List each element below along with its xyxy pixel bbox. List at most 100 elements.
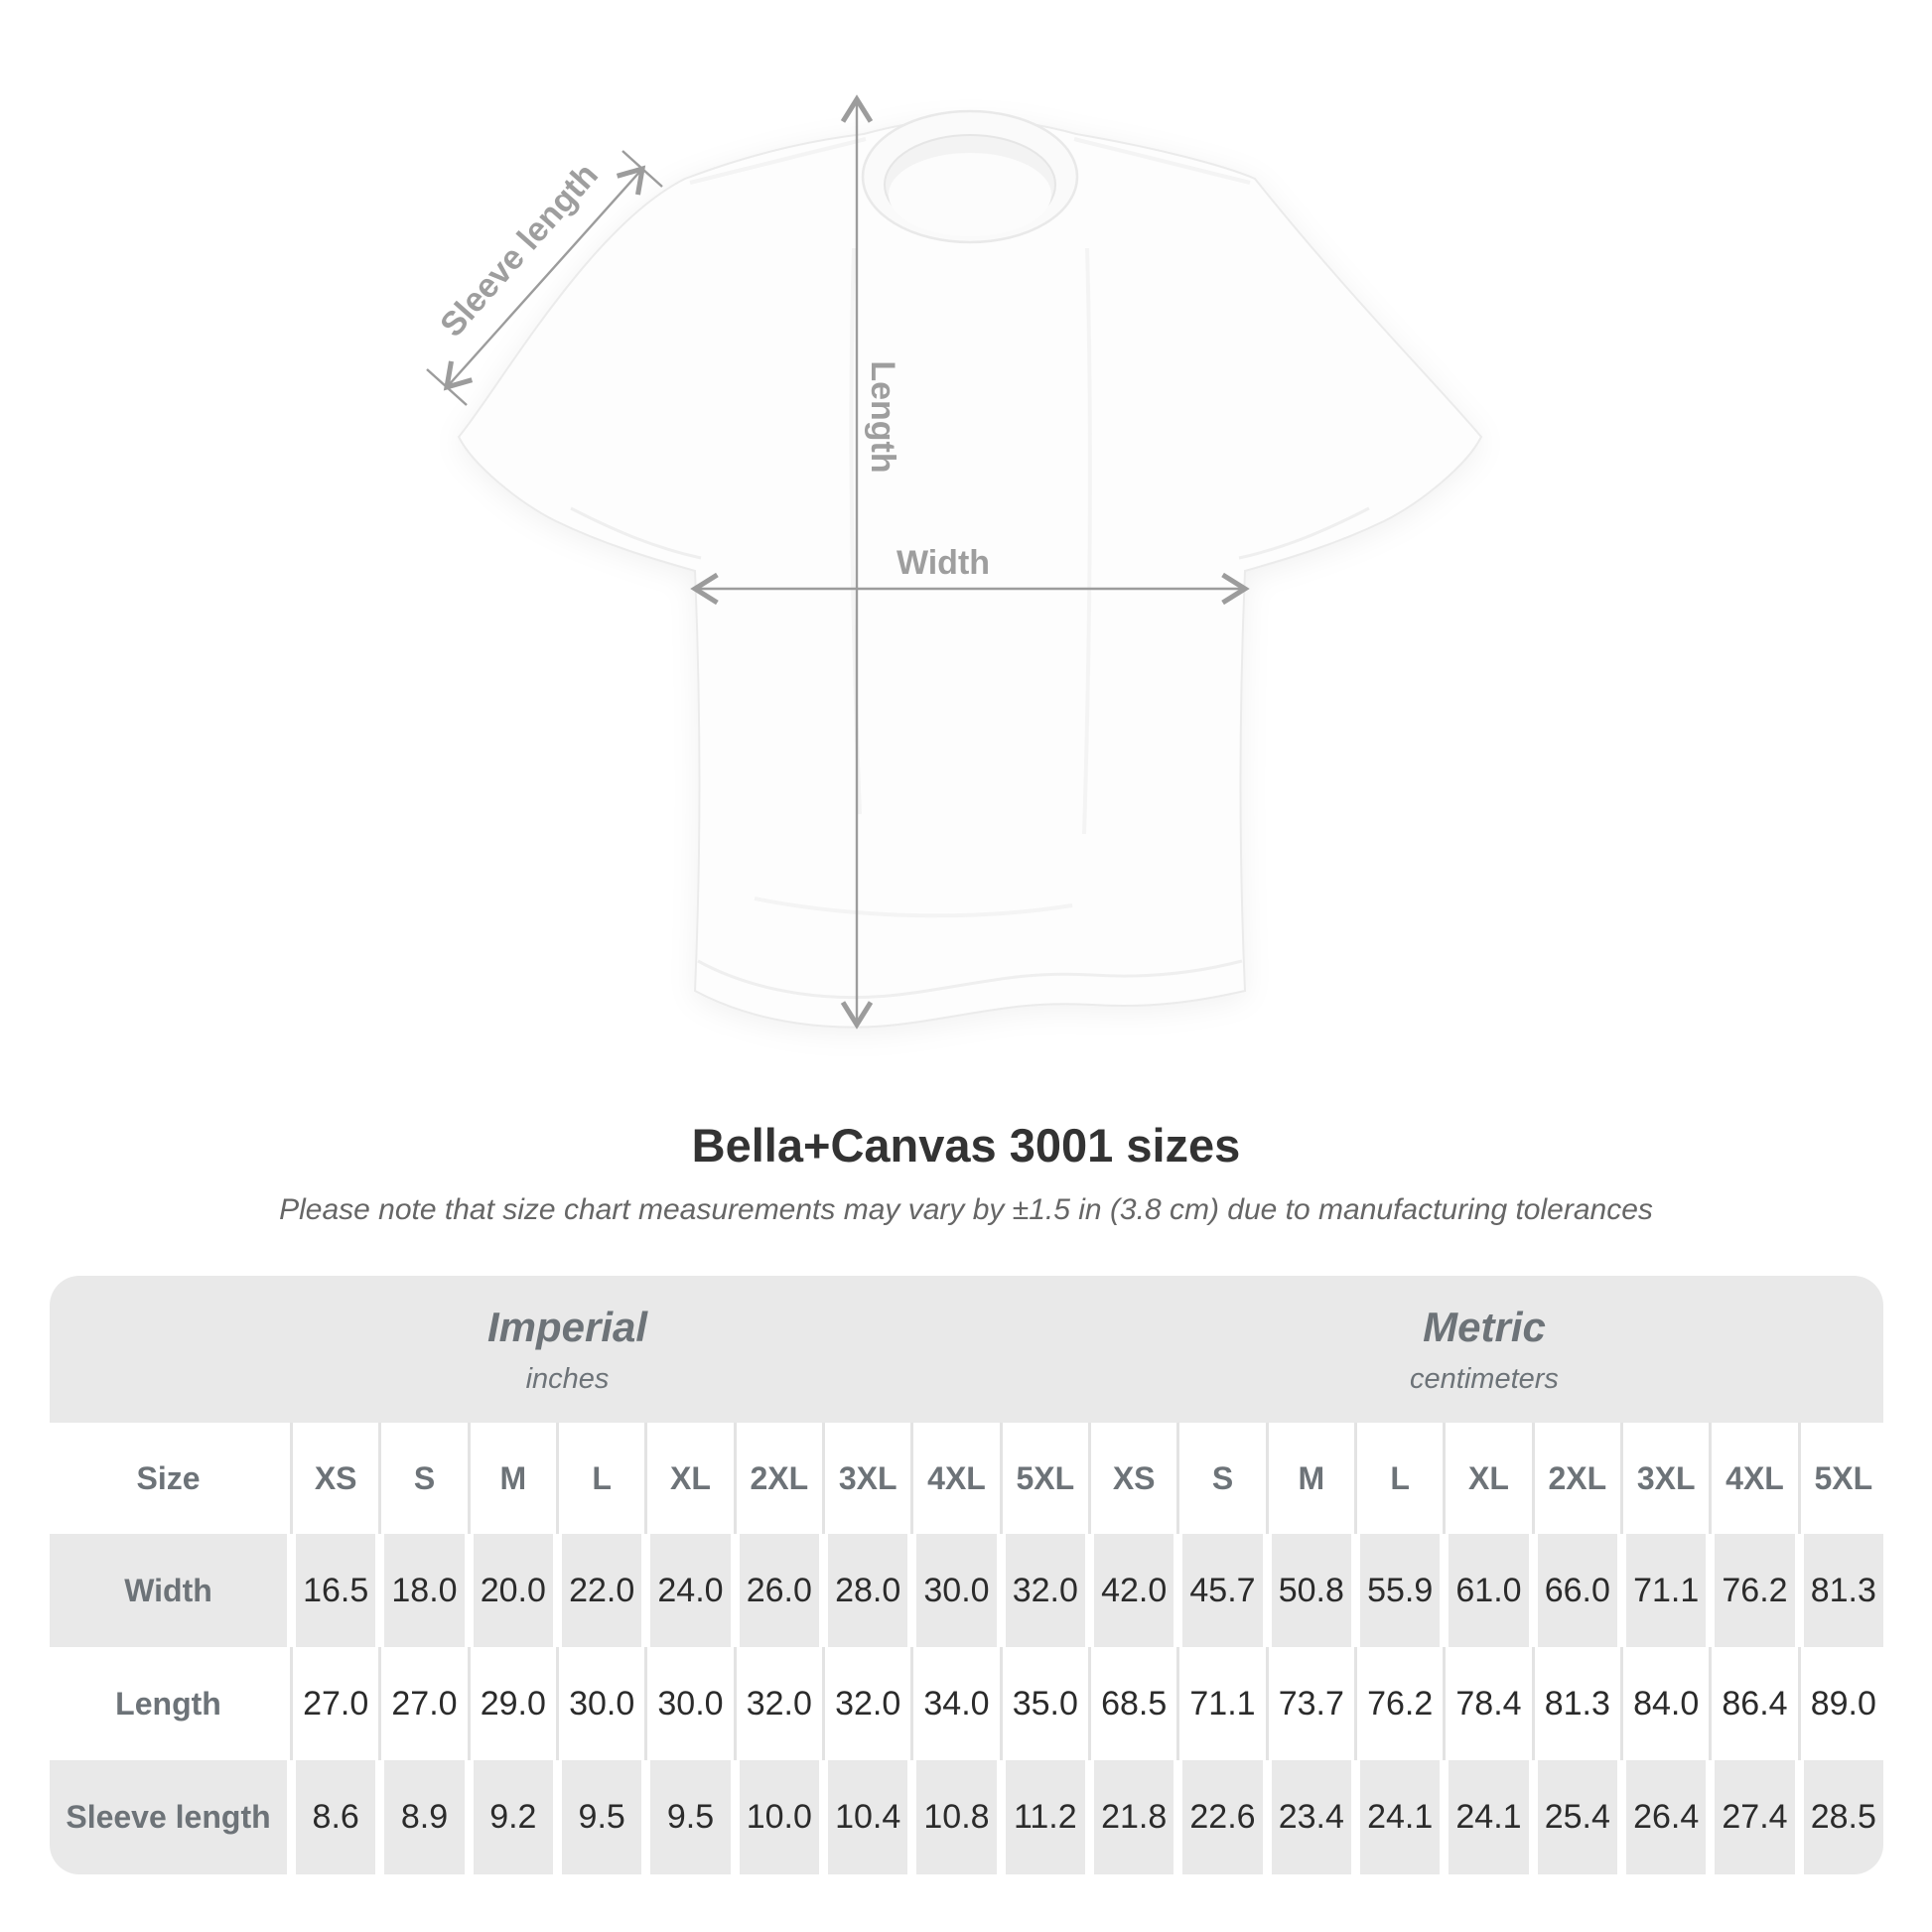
measurement-cell: 32.0 bbox=[731, 1647, 819, 1760]
sleeve-length-end-tick bbox=[426, 368, 468, 406]
measurement-cell: 32.0 bbox=[997, 1534, 1085, 1647]
measurement-cell: 66.0 bbox=[1529, 1534, 1617, 1647]
measurement-cell: 9.5 bbox=[553, 1760, 642, 1874]
imperial-group-header: Imperial inches bbox=[50, 1276, 1085, 1423]
measurement-cell: 24.0 bbox=[641, 1534, 731, 1647]
measurement-cell: 84.0 bbox=[1617, 1647, 1706, 1760]
measurement-cell: 18.0 bbox=[375, 1534, 465, 1647]
measurement-cell: 8.6 bbox=[287, 1760, 376, 1874]
right-shoulder-seam bbox=[1073, 137, 1251, 185]
unit-group-header: Imperial inches Metric centimeters bbox=[50, 1276, 1883, 1423]
measurement-cell: 30.0 bbox=[907, 1534, 997, 1647]
measurement-cell: 68.5 bbox=[1085, 1647, 1173, 1760]
tshirt-measurement-diagram: Length Width Sleeve length bbox=[426, 94, 1483, 1030]
measurement-cell: 30.0 bbox=[553, 1647, 641, 1760]
measurement-cell: 78.4 bbox=[1440, 1647, 1528, 1760]
size-column-header: S bbox=[375, 1423, 464, 1534]
measurement-cell: 42.0 bbox=[1085, 1534, 1174, 1647]
metric-group-title: Metric bbox=[1423, 1303, 1546, 1350]
metric-group-unit: centimeters bbox=[1410, 1362, 1559, 1395]
measurement-cell: 24.1 bbox=[1440, 1760, 1529, 1874]
measurement-cell: 22.6 bbox=[1173, 1760, 1263, 1874]
metric-group-header: Metric centimeters bbox=[1085, 1276, 1883, 1423]
size-column-header: 4XL bbox=[907, 1423, 996, 1534]
measurement-cell: 8.9 bbox=[375, 1760, 465, 1874]
size-column-header: 5XL bbox=[1795, 1423, 1883, 1534]
measurement-cell: 81.3 bbox=[1529, 1647, 1617, 1760]
measurement-cell: 28.0 bbox=[819, 1534, 908, 1647]
size-column-header: 3XL bbox=[819, 1423, 907, 1534]
measurement-cell: 21.8 bbox=[1085, 1760, 1174, 1874]
table-row-width: Width 16.5 18.0 20.0 22.0 24.0 26.0 28.0 30.0 32… bbox=[50, 1534, 1883, 1647]
measurement-cell: 45.7 bbox=[1173, 1534, 1263, 1647]
measurement-cell: 61.0 bbox=[1440, 1534, 1529, 1647]
measurement-cell: 73.7 bbox=[1263, 1647, 1351, 1760]
sleeve-length-end-tick bbox=[621, 150, 663, 188]
measurement-cell: 89.0 bbox=[1795, 1647, 1883, 1760]
collar-inner-shadow bbox=[889, 153, 1051, 236]
measurement-cell: 27.4 bbox=[1706, 1760, 1795, 1874]
size-header-label: Size bbox=[136, 1459, 201, 1496]
measurement-cell: 25.4 bbox=[1529, 1760, 1617, 1874]
size-column-header: 2XL bbox=[1529, 1423, 1617, 1534]
size-column-header: XL bbox=[1440, 1423, 1528, 1534]
size-column-header: XS bbox=[287, 1423, 375, 1534]
size-column-header: 4XL bbox=[1706, 1423, 1794, 1534]
size-column-header: XL bbox=[641, 1423, 730, 1534]
measurement-cell: 35.0 bbox=[997, 1647, 1085, 1760]
measurement-cell: 23.4 bbox=[1263, 1760, 1351, 1874]
row-label-sleeve-length: Sleeve length bbox=[50, 1760, 287, 1874]
size-column-header: 3XL bbox=[1617, 1423, 1706, 1534]
measurement-cell: 16.5 bbox=[287, 1534, 376, 1647]
size-table: Imperial inches Metric centimeters Size … bbox=[50, 1276, 1883, 1874]
table-row-sleeve-length: Sleeve length 8.6 8.9 9.2 9.5 9.5 10.0 10.4 10.… bbox=[50, 1760, 1883, 1874]
measurement-cell: 32.0 bbox=[819, 1647, 907, 1760]
size-column-header: M bbox=[465, 1423, 553, 1534]
measurement-cell: 9.2 bbox=[465, 1760, 553, 1874]
measurement-cell: 10.4 bbox=[819, 1760, 908, 1874]
imperial-group-title: Imperial bbox=[486, 1303, 648, 1350]
measurement-cell: 34.0 bbox=[907, 1647, 996, 1760]
size-column-header: XS bbox=[1085, 1423, 1173, 1534]
fabric-wrinkle bbox=[754, 897, 1073, 918]
measurement-cell: 50.8 bbox=[1263, 1534, 1351, 1647]
left-shoulder-seam bbox=[689, 137, 867, 185]
measurement-cell: 71.1 bbox=[1173, 1647, 1262, 1760]
size-column-header: S bbox=[1173, 1423, 1262, 1534]
measurement-cell: 22.0 bbox=[553, 1534, 642, 1647]
page-title: Bella+Canvas 3001 sizes bbox=[691, 1119, 1241, 1172]
hem-stitch bbox=[697, 959, 1243, 1000]
row-label-width: Width bbox=[50, 1534, 287, 1647]
measurement-cell: 24.1 bbox=[1351, 1760, 1441, 1874]
size-header-row: Size XS S M L XL 2XL 3XL 4XL 5XL XS S M L XL 2XL 3XL 4XL… bbox=[50, 1423, 1883, 1534]
length-label: Length bbox=[864, 360, 901, 473]
size-column-header: L bbox=[1351, 1423, 1440, 1534]
measurement-cell: 76.2 bbox=[1706, 1534, 1795, 1647]
measurement-cell: 30.0 bbox=[641, 1647, 730, 1760]
measurement-cell: 9.5 bbox=[641, 1760, 731, 1874]
measurement-cell: 71.1 bbox=[1617, 1534, 1707, 1647]
measurement-cell: 86.4 bbox=[1706, 1647, 1794, 1760]
size-column-header: 5XL bbox=[997, 1423, 1085, 1534]
size-column-header: M bbox=[1263, 1423, 1351, 1534]
measurement-cell: 29.0 bbox=[465, 1647, 553, 1760]
measurement-cell: 20.0 bbox=[465, 1534, 553, 1647]
measurement-cell: 28.5 bbox=[1795, 1760, 1883, 1874]
measurement-cell: 11.2 bbox=[997, 1760, 1085, 1874]
measurement-cell: 26.0 bbox=[731, 1534, 819, 1647]
fabric-wrinkle bbox=[1082, 247, 1092, 835]
tolerance-note: Please note that size chart measurements… bbox=[279, 1193, 1653, 1226]
size-column-header: L bbox=[553, 1423, 641, 1534]
measurement-cell: 10.0 bbox=[731, 1760, 819, 1874]
measurement-cell: 27.0 bbox=[375, 1647, 464, 1760]
sleeve-length-dimension-line bbox=[443, 165, 646, 391]
table-row-length: Length 27.0 27.0 29.0 30.0 30.0 32.0 32.0 34.0 3… bbox=[50, 1647, 1883, 1760]
measurement-cell: 26.4 bbox=[1617, 1760, 1707, 1874]
measurement-cell: 55.9 bbox=[1351, 1534, 1441, 1647]
right-sleeve-seam bbox=[1238, 506, 1370, 560]
imperial-group-unit: inches bbox=[525, 1362, 610, 1395]
measurement-cell: 81.3 bbox=[1795, 1534, 1883, 1647]
left-sleeve-seam bbox=[570, 506, 702, 560]
width-label: Width bbox=[897, 544, 990, 582]
row-label-length: Length bbox=[115, 1685, 221, 1722]
